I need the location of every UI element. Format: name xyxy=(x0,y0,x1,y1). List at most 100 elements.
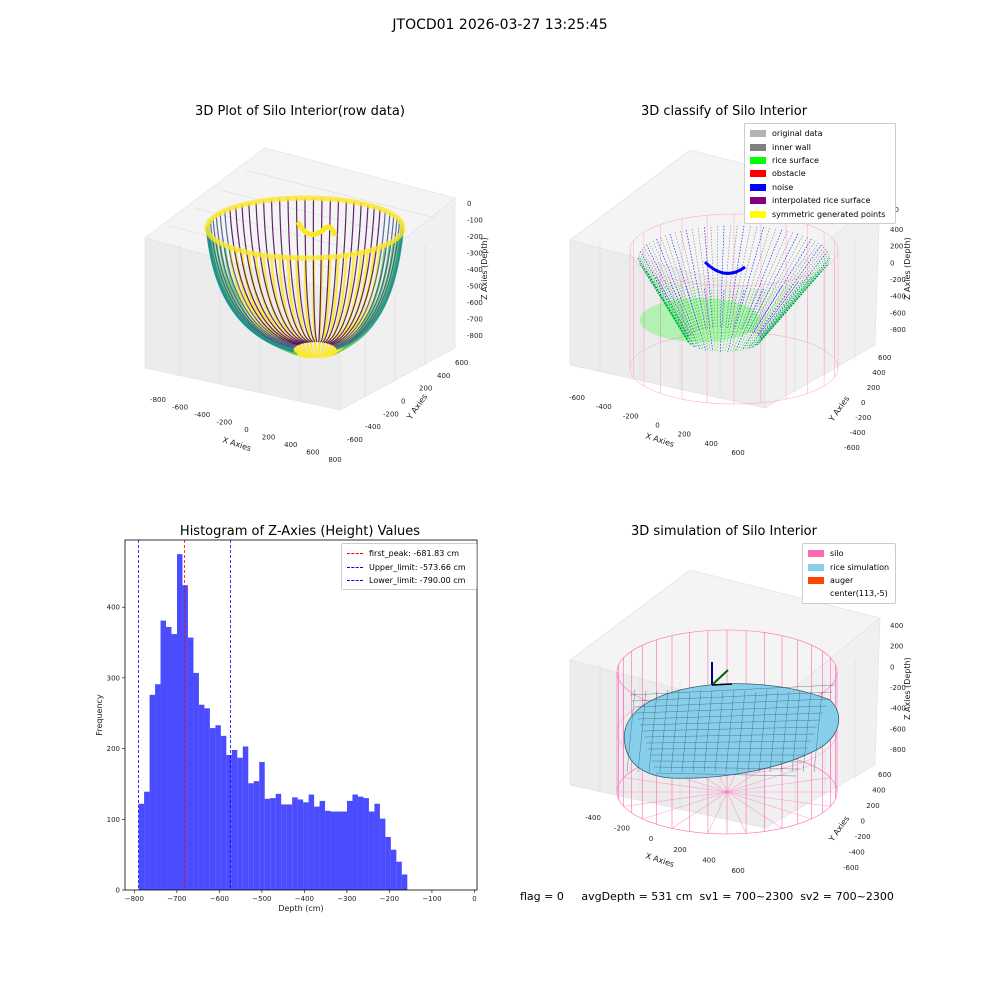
classify-point-line xyxy=(652,240,694,334)
legend-label: interpolated rice surface xyxy=(772,196,871,206)
legend-label: center(113,-5) xyxy=(830,589,888,599)
simulation-y-tick: 0 xyxy=(861,818,865,826)
simulation-legend-item: center(113,-5) xyxy=(808,587,890,600)
histogram-bar xyxy=(160,620,167,890)
histogram-x-tick: 0 xyxy=(472,895,476,903)
raw-y-tick: -600 xyxy=(347,436,363,444)
raw-3d-plot: -800-600-400-2000200400600800-600-400-20… xyxy=(144,147,489,464)
rice-mesh-line xyxy=(714,691,724,773)
histogram-bar xyxy=(297,799,304,890)
rice-mesh-line xyxy=(645,740,812,744)
histogram-x-tick: −400 xyxy=(295,895,314,903)
simulation-x-tick: 0 xyxy=(649,835,653,843)
classify-point-line xyxy=(722,225,731,329)
classify-point-line xyxy=(660,237,697,333)
raw-scan-line xyxy=(270,199,308,344)
classify-point-line xyxy=(725,290,738,353)
classify-x-tick: 0 xyxy=(655,422,659,430)
raw-y-tick: 200 xyxy=(419,385,432,393)
raw-x-tick: -400 xyxy=(194,411,210,419)
classify-y-tick: 0 xyxy=(861,399,865,407)
classify-point-line xyxy=(664,280,699,349)
histogram-x-axis-label: Depth (cm) xyxy=(278,904,323,913)
histogram-bar xyxy=(187,637,194,890)
raw-x-tick: 600 xyxy=(306,449,319,457)
rice-mesh-line xyxy=(725,689,735,773)
legend-line-sample xyxy=(347,553,363,555)
simulation-y-tick: 400 xyxy=(872,787,885,795)
raw-scan-line xyxy=(255,201,305,344)
histogram-bar xyxy=(341,811,347,890)
raw-y-tick: -400 xyxy=(365,423,381,431)
classify-point-line xyxy=(719,225,725,329)
raw-obstacle-curve xyxy=(295,220,338,237)
raw-scan-line xyxy=(312,198,318,343)
simulation-x-tick: 200 xyxy=(673,846,686,854)
histogram-legend: first_peak: -681.83 cm Upper_limit: -573.… xyxy=(341,543,477,591)
raw-y-tick: 600 xyxy=(455,359,468,367)
rice-mesh-line xyxy=(639,719,821,726)
histogram-bar xyxy=(314,806,320,890)
raw-scan-line xyxy=(321,199,340,343)
raw-z-axis-label: Z Axies (Depth) xyxy=(480,237,489,300)
raw-scan-line xyxy=(248,203,303,344)
raw-z-tick: -200 xyxy=(467,233,483,241)
raw-scan-line xyxy=(207,222,294,350)
silo-floor-spoke xyxy=(726,791,783,829)
raw-scan-line xyxy=(219,212,297,347)
legend-label: rice simulation xyxy=(830,562,890,572)
raw-z-tick: -500 xyxy=(467,283,483,291)
histogram-bar xyxy=(357,796,364,890)
classify-point-line xyxy=(722,290,731,353)
rice-mesh-line xyxy=(626,689,636,773)
classify-point-line xyxy=(757,246,825,337)
histogram-bar xyxy=(198,704,205,890)
classify-plot-title: 3D classify of Silo Interior xyxy=(640,104,808,119)
classify-point-line xyxy=(755,273,819,346)
classify-point-line xyxy=(739,286,777,351)
classify-point-line xyxy=(748,281,799,350)
histogram-legend-item: first_peak: -681.83 cm xyxy=(347,547,471,560)
rice-mesh-line xyxy=(747,691,757,773)
legend-swatch xyxy=(808,550,824,558)
classify-x-tick: 600 xyxy=(731,449,744,457)
legend-label: obstacle xyxy=(772,169,806,179)
rice-simulation-surface xyxy=(623,683,839,779)
histogram-bar xyxy=(363,798,369,890)
rice-mesh-line xyxy=(780,691,790,773)
histogram-bar xyxy=(193,672,199,890)
classify-point-line xyxy=(734,227,764,329)
histogram-bar xyxy=(368,811,375,890)
rice-mesh-line xyxy=(681,691,691,773)
classify-point-line xyxy=(664,235,699,332)
classify-point-line xyxy=(704,227,714,329)
classify-point-line xyxy=(730,289,751,352)
raw-z-tick: -400 xyxy=(467,266,483,274)
raw-scan-line xyxy=(325,201,355,344)
silo-floor-spoke xyxy=(726,791,747,834)
classify-point-line xyxy=(754,240,816,334)
simulation-legend: silo rice simulation auger center(113,-5) xyxy=(802,543,896,604)
simulation-z-tick: 200 xyxy=(890,643,903,651)
classify-point-line xyxy=(646,271,691,346)
classify-point-line xyxy=(725,225,738,329)
legend-swatch xyxy=(750,210,766,218)
classify-point-line xyxy=(732,226,758,329)
histogram-bar xyxy=(155,684,161,890)
histogram-bar xyxy=(259,762,265,890)
raw-scan-line xyxy=(328,204,369,345)
legend-swatch xyxy=(750,197,766,205)
histogram-bar xyxy=(379,818,386,890)
classify-y-tick: -200 xyxy=(855,414,871,422)
rice-mesh-line xyxy=(736,690,746,773)
classify-point-line xyxy=(649,273,693,346)
classify-y-tick: 200 xyxy=(867,384,880,392)
raw-scan-line xyxy=(263,200,307,344)
classify-point-line xyxy=(755,242,819,335)
raw-scan-line xyxy=(224,210,298,346)
classify-y-tick: 400 xyxy=(872,369,885,377)
classify-z-tick: -800 xyxy=(890,326,906,334)
classify-z-tick: -600 xyxy=(890,309,906,317)
classify-point-line xyxy=(751,237,808,333)
classify-legend-item: original data xyxy=(750,127,890,140)
